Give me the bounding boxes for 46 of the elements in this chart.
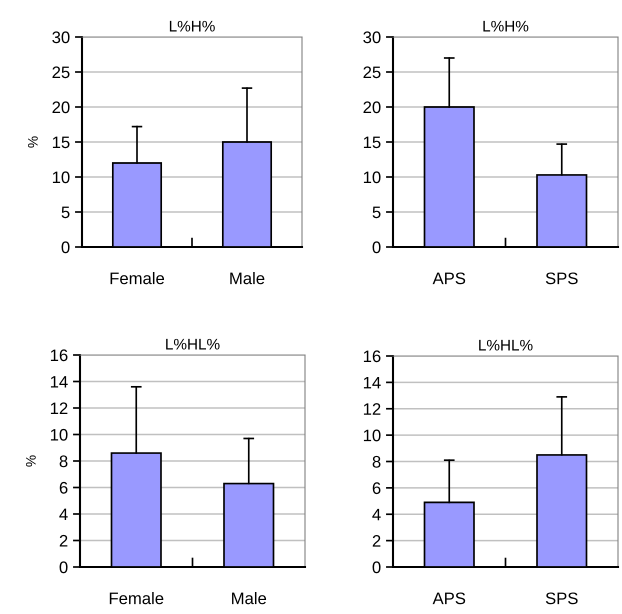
- x-tick-label: APS: [432, 272, 466, 284]
- y-tick-label: 16: [364, 350, 380, 362]
- y-tick-label: 12: [50, 402, 68, 414]
- y-tick-label: 15: [52, 136, 70, 148]
- y-tick-label: 8: [60, 455, 68, 468]
- chart-title: L%H%: [170, 20, 215, 32]
- x-tick-label: Male: [232, 592, 266, 604]
- y-axis-title: %: [26, 455, 36, 467]
- y-tick-label: 20: [363, 101, 381, 114]
- y-tick-label: 25: [363, 66, 380, 78]
- y-tick-label: 6: [60, 482, 68, 494]
- y-tick-label: 30: [363, 31, 381, 44]
- y-tick-label: 15: [364, 136, 380, 148]
- y-tick-label: 8: [372, 456, 380, 468]
- y-tick-label: 10: [364, 171, 381, 184]
- chart-title: L%HL%: [479, 340, 533, 351]
- y-tick-label: 16: [50, 349, 68, 362]
- y-tick-label: 10: [364, 430, 381, 442]
- y-tick-label: 25: [52, 66, 70, 78]
- y-tick-label: 2: [372, 535, 380, 547]
- chart-title: L%H%: [483, 20, 528, 32]
- y-axis-title: %: [28, 136, 38, 148]
- y-tick-label: 12: [364, 403, 380, 415]
- y-tick-label: 0: [60, 561, 68, 574]
- x-tick-label: SPS: [546, 592, 578, 604]
- y-tick-label: 0: [372, 561, 381, 574]
- y-tick-label: 14: [364, 376, 381, 388]
- y-tick-label: 5: [372, 206, 380, 218]
- y-tick-label: 10: [52, 171, 70, 184]
- y-tick-label: 5: [62, 206, 70, 218]
- x-tick-label: APS: [432, 592, 466, 604]
- y-tick-label: 0: [62, 241, 70, 254]
- x-tick-label: Female: [110, 592, 164, 604]
- y-tick-label: 10: [50, 428, 68, 441]
- y-tick-label: 20: [52, 101, 70, 114]
- y-tick-label: 14: [50, 376, 68, 388]
- y-tick-label: 6: [372, 482, 380, 494]
- chart-title: L%HL%: [166, 338, 220, 350]
- y-tick-label: 4: [372, 508, 381, 520]
- x-tick-label: Male: [230, 272, 264, 284]
- y-tick-label: 0: [372, 241, 381, 254]
- y-tick-label: 30: [52, 31, 70, 44]
- y-tick-label: 2: [60, 534, 68, 547]
- x-tick-label: Female: [110, 272, 164, 284]
- y-tick-label: 4: [59, 508, 68, 520]
- x-tick-label: SPS: [546, 272, 578, 284]
